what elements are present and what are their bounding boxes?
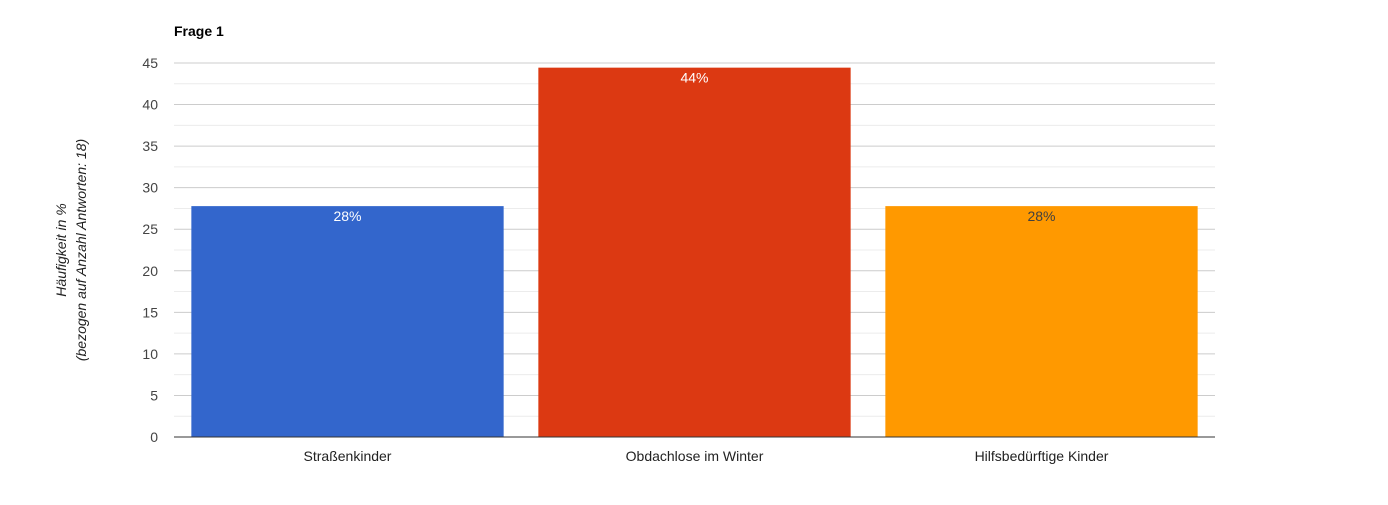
x-tick-label: Hilfsbedürftige Kinder — [975, 448, 1109, 464]
y-axis-label-line2: (bezogen auf Anzahl Antworten: 18) — [73, 139, 89, 361]
x-tick-label: Straßenkinder — [304, 448, 392, 464]
bar-value-label: 28% — [1027, 208, 1055, 224]
bars — [191, 67, 1198, 437]
y-axis-ticks: 0 5 10 15 20 25 30 35 40 45 — [142, 55, 158, 445]
x-axis-ticks: Straßenkinder Obdachlose im Winter Hilfsbe… — [304, 448, 1109, 464]
y-axis-label-line1: Häufigkeit in % — [53, 203, 69, 296]
bar — [885, 206, 1198, 437]
y-tick-label: 30 — [142, 180, 158, 196]
y-tick-label: 25 — [142, 221, 158, 237]
bar-value-label: 44% — [680, 70, 708, 86]
y-tick-label: 20 — [142, 263, 158, 279]
y-tick-label: 35 — [142, 138, 158, 154]
bar-value-label: 28% — [333, 208, 361, 224]
y-tick-label: 0 — [150, 429, 158, 445]
x-tick-label: Obdachlose im Winter — [626, 448, 764, 464]
y-tick-label: 40 — [142, 97, 158, 113]
bar — [191, 206, 504, 437]
y-tick-label: 5 — [150, 387, 158, 403]
y-tick-label: 10 — [142, 346, 158, 362]
data-labels: 28% 44% 28% — [333, 70, 1055, 224]
y-tick-label: 15 — [142, 304, 158, 320]
y-tick-label: 45 — [142, 55, 158, 71]
y-axis-label: Häufigkeit in % (bezogen auf Anzahl Antw… — [53, 139, 89, 361]
chart-title: Frage 1 — [174, 23, 224, 39]
bar — [538, 67, 851, 437]
